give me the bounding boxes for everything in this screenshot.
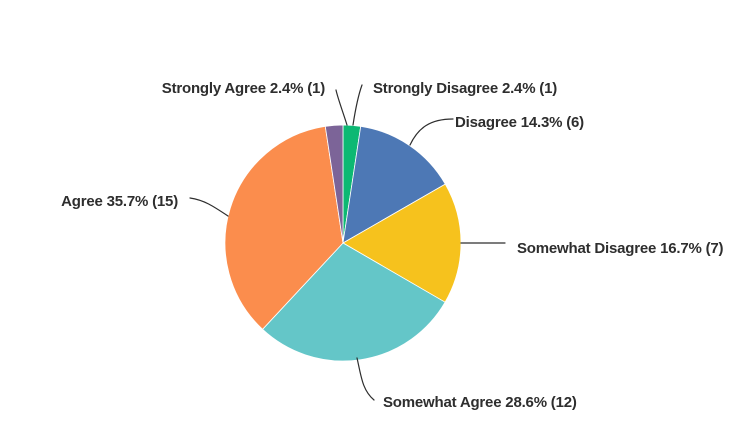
slice-label-disagree: Disagree 14.3% (6)	[455, 114, 584, 131]
leader-line-strongly-disagree	[352, 84, 363, 126]
pie-slice-disagree[interactable]	[342, 125, 446, 244]
slice-label-somewhat-disagree: Somewhat Disagree 16.7% (7)	[517, 240, 724, 257]
leader-line-disagree	[409, 118, 454, 146]
leader-line-somewhat-agree	[356, 357, 375, 401]
pie-slice-strongly-agree[interactable]	[324, 124, 344, 244]
leader-line-strongly-agree	[335, 89, 348, 126]
pie-slice-agree[interactable]	[224, 125, 344, 330]
slice-label-strongly-agree: Strongly Agree 2.4% (1)	[161, 80, 325, 97]
slice-label-agree: Agree 35.7% (15)	[61, 193, 178, 210]
slice-label-strongly-disagree: Strongly Disagree 2.4% (1)	[373, 80, 558, 97]
slice-label-somewhat-agree: Somewhat Agree 28.6% (12)	[383, 394, 577, 411]
leader-line-agree	[189, 197, 229, 217]
pie-slice-somewhat-agree[interactable]	[261, 242, 446, 362]
